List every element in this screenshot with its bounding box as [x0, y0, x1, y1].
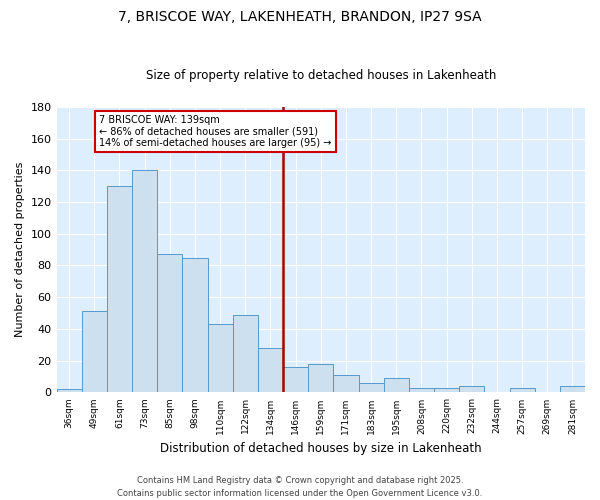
Bar: [132, 170, 157, 392]
Bar: [334, 375, 359, 392]
Bar: [283, 367, 308, 392]
Bar: [208, 324, 233, 392]
Bar: [459, 386, 484, 392]
Bar: [509, 388, 535, 392]
Bar: [107, 186, 132, 392]
Bar: [82, 312, 107, 392]
Title: Size of property relative to detached houses in Lakenheath: Size of property relative to detached ho…: [146, 69, 496, 82]
Bar: [383, 378, 409, 392]
X-axis label: Distribution of detached houses by size in Lakenheath: Distribution of detached houses by size …: [160, 442, 482, 455]
Bar: [560, 386, 585, 392]
Text: 7 BRISCOE WAY: 139sqm
← 86% of detached houses are smaller (591)
14% of semi-det: 7 BRISCOE WAY: 139sqm ← 86% of detached …: [100, 114, 332, 148]
Bar: [233, 314, 258, 392]
Bar: [409, 388, 434, 392]
Bar: [56, 390, 82, 392]
Y-axis label: Number of detached properties: Number of detached properties: [15, 162, 25, 338]
Bar: [434, 388, 459, 392]
Bar: [308, 364, 334, 392]
Text: Contains HM Land Registry data © Crown copyright and database right 2025.
Contai: Contains HM Land Registry data © Crown c…: [118, 476, 482, 498]
Bar: [157, 254, 182, 392]
Bar: [258, 348, 283, 393]
Bar: [182, 258, 208, 392]
Bar: [359, 383, 383, 392]
Text: 7, BRISCOE WAY, LAKENHEATH, BRANDON, IP27 9SA: 7, BRISCOE WAY, LAKENHEATH, BRANDON, IP2…: [118, 10, 482, 24]
